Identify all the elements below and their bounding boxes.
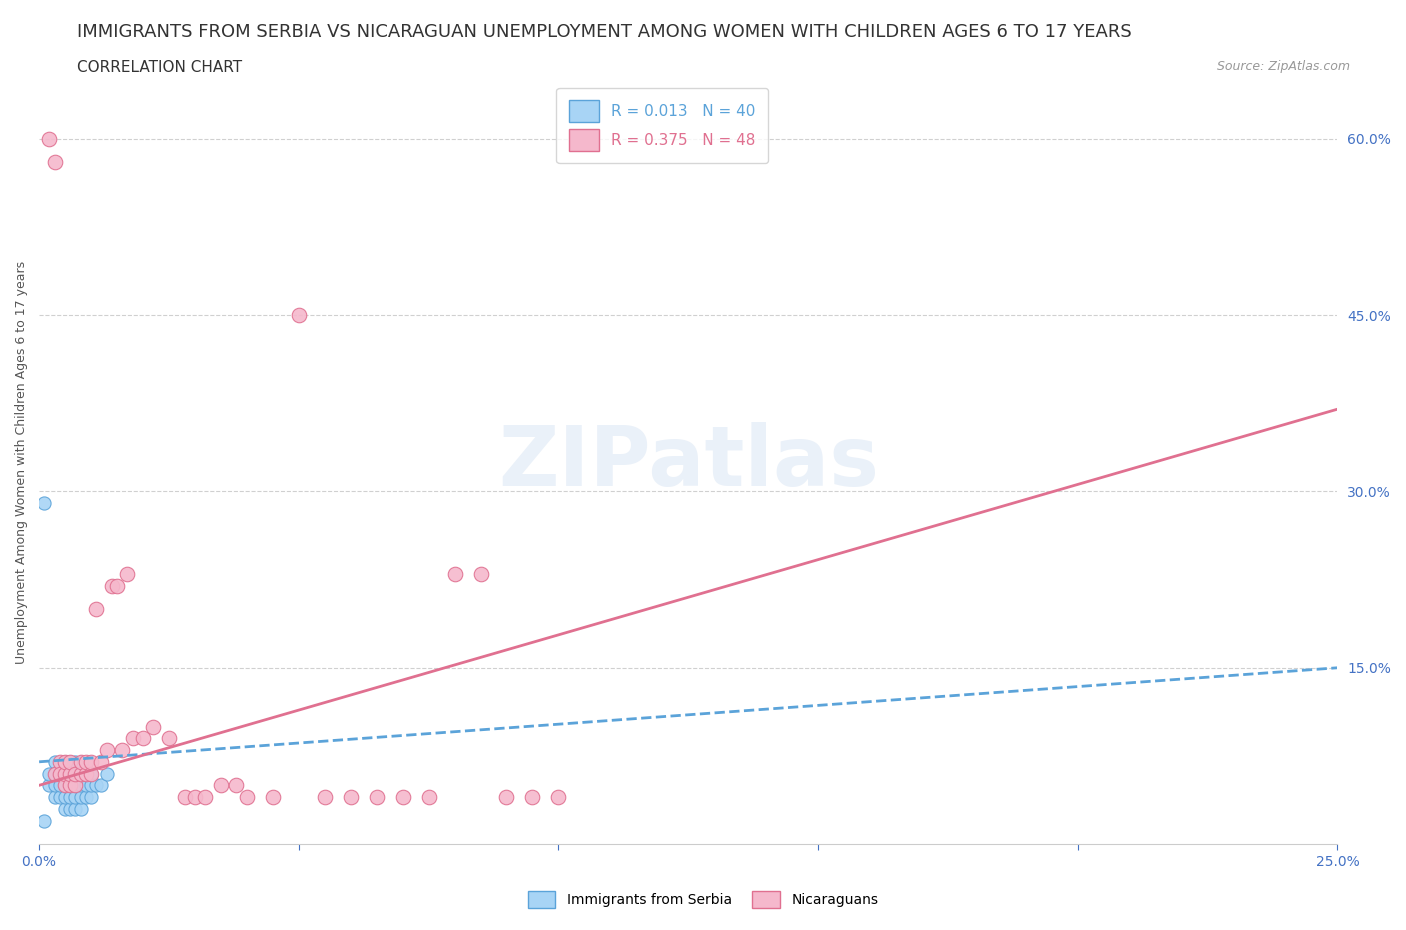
Point <box>142 719 165 734</box>
Point <box>59 790 82 804</box>
Point <box>314 790 336 804</box>
Point <box>65 754 87 769</box>
Point <box>59 766 82 781</box>
Point <box>225 777 247 792</box>
Point <box>53 777 76 792</box>
Point <box>90 777 112 792</box>
Point <box>287 308 309 323</box>
Point <box>184 790 207 804</box>
Point <box>44 766 66 781</box>
Point <box>69 754 91 769</box>
Point <box>262 790 284 804</box>
Point <box>80 766 103 781</box>
Text: Source: ZipAtlas.com: Source: ZipAtlas.com <box>1216 60 1350 73</box>
Point <box>84 777 107 792</box>
Point <box>65 766 87 781</box>
Point <box>80 766 103 781</box>
Point <box>65 777 87 792</box>
Point <box>38 766 60 781</box>
Point <box>470 566 492 581</box>
Point <box>96 743 118 758</box>
Point <box>547 790 569 804</box>
Legend: R = 0.013   N = 40, R = 0.375   N = 48: R = 0.013 N = 40, R = 0.375 N = 48 <box>557 87 768 163</box>
Point <box>443 566 465 581</box>
Point <box>65 777 87 792</box>
Point <box>53 777 76 792</box>
Point <box>44 766 66 781</box>
Point <box>44 790 66 804</box>
Point <box>49 777 72 792</box>
Text: IMMIGRANTS FROM SERBIA VS NICARAGUAN UNEMPLOYMENT AMONG WOMEN WITH CHILDREN AGES: IMMIGRANTS FROM SERBIA VS NICARAGUAN UNE… <box>77 23 1132 41</box>
Point <box>173 790 195 804</box>
Point <box>53 802 76 817</box>
Y-axis label: Unemployment Among Women with Children Ages 6 to 17 years: Unemployment Among Women with Children A… <box>15 260 28 664</box>
Point <box>366 790 388 804</box>
Point <box>69 802 91 817</box>
Text: CORRELATION CHART: CORRELATION CHART <box>77 60 242 75</box>
Point <box>209 777 232 792</box>
Point <box>84 602 107 617</box>
Point <box>44 754 66 769</box>
Point <box>75 754 97 769</box>
Point <box>75 766 97 781</box>
Point <box>418 790 440 804</box>
Point <box>59 754 82 769</box>
Point <box>69 766 91 781</box>
Point <box>34 496 56 511</box>
Point <box>90 754 112 769</box>
Point <box>38 131 60 146</box>
Point <box>53 754 76 769</box>
Point <box>75 777 97 792</box>
Point <box>59 777 82 792</box>
Point <box>75 790 97 804</box>
Point <box>80 777 103 792</box>
Point <box>65 766 87 781</box>
Point <box>75 766 97 781</box>
Point <box>49 766 72 781</box>
Point <box>101 578 124 593</box>
Point <box>132 731 155 746</box>
Point <box>59 754 82 769</box>
Point <box>236 790 259 804</box>
Point <box>339 790 361 804</box>
Point <box>69 790 91 804</box>
Point <box>53 754 76 769</box>
Point <box>194 790 217 804</box>
Point <box>53 790 76 804</box>
Point <box>105 578 128 593</box>
Point <box>69 766 91 781</box>
Point <box>96 766 118 781</box>
Point <box>34 813 56 828</box>
Point <box>80 754 103 769</box>
Point <box>111 743 134 758</box>
Point <box>65 790 87 804</box>
Point <box>53 766 76 781</box>
Point <box>117 566 139 581</box>
Point <box>121 731 143 746</box>
Point <box>59 777 82 792</box>
Point <box>49 766 72 781</box>
Point <box>391 790 413 804</box>
Point <box>49 790 72 804</box>
Point <box>38 777 60 792</box>
Point <box>59 766 82 781</box>
Point <box>522 790 544 804</box>
Text: ZIPatlas: ZIPatlas <box>498 421 879 502</box>
Point <box>49 754 72 769</box>
Point <box>69 777 91 792</box>
Point <box>44 777 66 792</box>
Point <box>495 790 517 804</box>
Point <box>80 790 103 804</box>
Point <box>44 155 66 170</box>
Point <box>65 802 87 817</box>
Point <box>59 802 82 817</box>
Point <box>53 766 76 781</box>
Point <box>69 754 91 769</box>
Legend: Immigrants from Serbia, Nicaraguans: Immigrants from Serbia, Nicaraguans <box>522 885 884 914</box>
Point <box>157 731 180 746</box>
